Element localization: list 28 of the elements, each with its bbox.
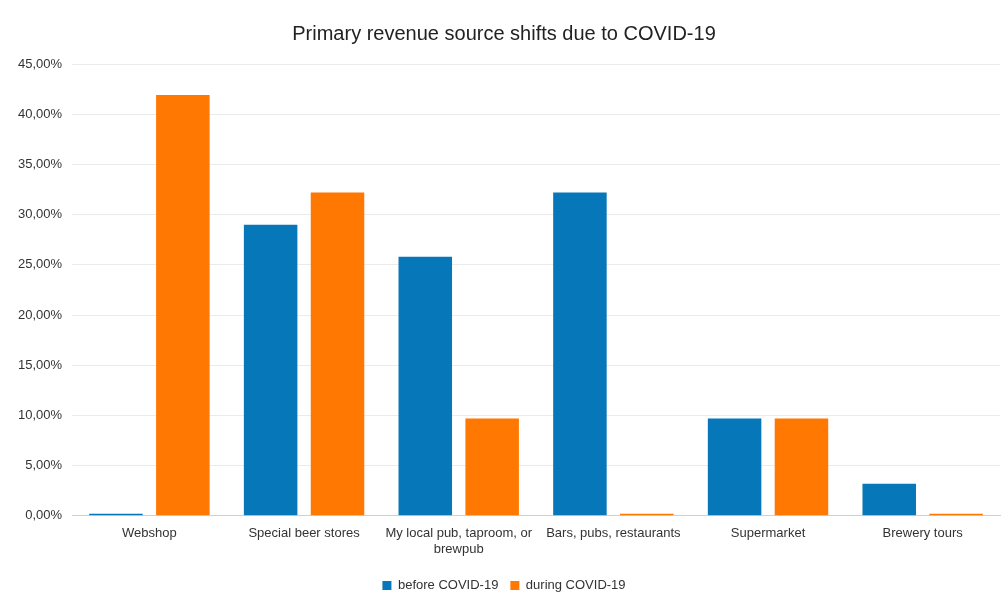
x-tick-label: Special beer stores xyxy=(248,525,361,541)
x-tick-label: Bars, pubs, restaurants xyxy=(546,525,682,541)
bar xyxy=(310,192,365,516)
y-tick-label: 5,00% xyxy=(25,457,63,473)
y-tick-label: 0,00% xyxy=(25,507,63,523)
bar xyxy=(243,224,298,516)
x-tick-label: My local pub, taproom, or brewpub xyxy=(385,525,533,556)
bar xyxy=(398,256,453,516)
bar xyxy=(707,418,762,516)
chart-title: Primary revenue source shifts due to COVID-19 xyxy=(292,21,716,44)
y-tick-label: 20,00% xyxy=(18,306,63,322)
y-tick-label: 25,00% xyxy=(18,256,63,272)
x-tick-label: Webshop xyxy=(122,525,177,541)
y-tick-label: 45,00% xyxy=(18,55,63,71)
y-tick-label: 40,00% xyxy=(18,105,63,121)
bar xyxy=(553,192,607,516)
bar xyxy=(862,483,916,516)
legend-label: during COVID-19 xyxy=(525,577,626,593)
x-tick-label: Supermarket xyxy=(730,525,806,541)
x-tick-label: Brewery tours xyxy=(882,525,964,541)
bar xyxy=(156,95,210,516)
bar xyxy=(774,418,829,516)
y-tick-label: 10,00% xyxy=(18,406,63,422)
legend-label: before COVID-19 xyxy=(397,577,499,593)
y-tick-label: 15,00% xyxy=(18,356,63,372)
y-tick-label: 30,00% xyxy=(18,206,63,222)
bar xyxy=(465,418,519,516)
y-tick-label: 35,00% xyxy=(18,155,63,171)
